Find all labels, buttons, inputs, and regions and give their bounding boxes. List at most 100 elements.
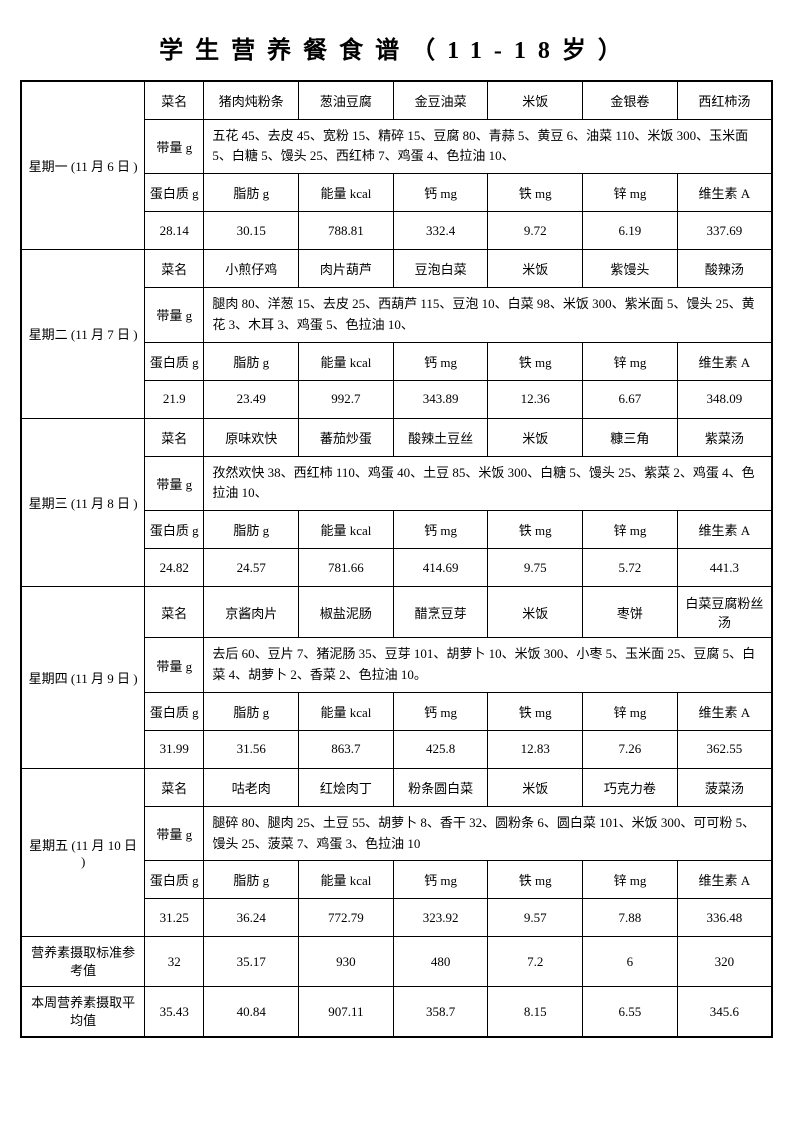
summary-value: 35.43 [145,987,204,1037]
dish-cell: 原味欢快 [204,418,299,456]
dish-cell: 猪肉炖粉条 [204,81,299,119]
ingredients-cell: 去后 60、豆片 7、猪泥肠 35、豆芽 101、胡萝卜 10、米饭 300、小… [204,638,772,693]
dish-cell: 米饭 [488,587,583,638]
nutrient-label: 钙 mg [393,342,488,380]
table-row: 星期五 (11 月 10 日 )菜名咕老肉红烩肉丁粉条圆白菜米饭巧克力卷菠菜汤 [21,768,772,806]
table-row: 星期四 (11 月 9 日 )菜名京酱肉片椒盐泥肠醋烹豆芽米饭枣饼白菜豆腐粉丝汤 [21,587,772,638]
nutrient-label: 能量 kcal [299,511,394,549]
day-label: 星期三 (11 月 8 日 ) [21,418,145,587]
dish-cell: 白菜豆腐粉丝汤 [677,587,772,638]
table-row: 星期一 (11 月 6 日 )菜名猪肉炖粉条葱油豆腐金豆油菜米饭金银卷西红柿汤 [21,81,772,119]
row-label: 蛋白质 g [145,511,204,549]
nutrient-value: 343.89 [393,380,488,418]
nutrient-label: 铁 mg [488,861,583,899]
nutrient-value: 24.57 [204,549,299,587]
dish-cell: 小煎仔鸡 [204,250,299,288]
nutrient-label: 能量 kcal [299,174,394,212]
row-label: 带量 g [145,119,204,174]
dish-cell: 米饭 [488,768,583,806]
dish-cell: 肉片葫芦 [299,250,394,288]
summary-value: 907.11 [299,987,394,1037]
dish-cell: 米饭 [488,81,583,119]
nutrient-value: 348.09 [677,380,772,418]
summary-value: 480 [393,937,488,987]
nutrient-label: 铁 mg [488,511,583,549]
nutrient-label: 锌 mg [583,692,678,730]
nutrient-label: 钙 mg [393,692,488,730]
nutrient-label: 维生素 A [677,511,772,549]
nutrient-label: 脂肪 g [204,174,299,212]
row-label: 带量 g [145,638,204,693]
dish-cell: 米饭 [488,250,583,288]
nutrient-label: 能量 kcal [299,861,394,899]
nutrient-value: 36.24 [204,899,299,937]
dish-cell: 京酱肉片 [204,587,299,638]
dish-cell: 枣饼 [583,587,678,638]
day-label: 星期五 (11 月 10 日 ) [21,768,145,937]
dish-cell: 咕老肉 [204,768,299,806]
summary-value: 358.7 [393,987,488,1037]
nutrient-label: 脂肪 g [204,692,299,730]
summary-value: 320 [677,937,772,987]
nutrient-value: 12.36 [488,380,583,418]
nutrient-label: 能量 kcal [299,342,394,380]
nutrient-value: 23.49 [204,380,299,418]
summary-label: 本周营养素摄取平均值 [21,987,145,1037]
menu-table: 星期一 (11 月 6 日 )菜名猪肉炖粉条葱油豆腐金豆油菜米饭金银卷西红柿汤带… [20,80,773,1038]
nutrient-label: 锌 mg [583,342,678,380]
nutrient-label: 铁 mg [488,342,583,380]
nutrient-value: 332.4 [393,212,488,250]
dish-cell: 醋烹豆芽 [393,587,488,638]
nutrient-label: 锌 mg [583,861,678,899]
nutrient-value: 31.99 [145,730,204,768]
row-label: 菜名 [145,81,204,119]
summary-value: 32 [145,937,204,987]
summary-value: 40.84 [204,987,299,1037]
ingredients-cell: 腿碎 80、腿肉 25、土豆 55、胡萝卜 8、香干 32、圆粉条 6、圆白菜 … [204,806,772,861]
dish-cell: 葱油豆腐 [299,81,394,119]
summary-label: 营养素摄取标准参考值 [21,937,145,987]
nutrient-value: 992.7 [299,380,394,418]
nutrient-label: 维生素 A [677,692,772,730]
dish-cell: 紫馒头 [583,250,678,288]
nutrient-value: 7.88 [583,899,678,937]
summary-value: 8.15 [488,987,583,1037]
dish-cell: 紫菜汤 [677,418,772,456]
row-label: 菜名 [145,587,204,638]
summary-value: 35.17 [204,937,299,987]
dish-cell: 巧克力卷 [583,768,678,806]
nutrient-label: 铁 mg [488,692,583,730]
dish-cell: 粉条圆白菜 [393,768,488,806]
dish-cell: 豆泡白菜 [393,250,488,288]
ingredients-cell: 腿肉 80、洋葱 15、去皮 25、西葫芦 115、豆泡 10、白菜 98、米饭… [204,288,772,343]
nutrient-label: 维生素 A [677,861,772,899]
nutrient-label: 脂肪 g [204,861,299,899]
nutrient-value: 441.3 [677,549,772,587]
dish-cell: 西红柿汤 [677,81,772,119]
nutrient-label: 钙 mg [393,861,488,899]
table-row: 星期三 (11 月 8 日 )菜名原味欢快蕃茄炒蛋酸辣土豆丝米饭糠三角紫菜汤 [21,418,772,456]
nutrient-value: 30.15 [204,212,299,250]
nutrient-value: 337.69 [677,212,772,250]
nutrient-value: 863.7 [299,730,394,768]
dish-cell: 红烩肉丁 [299,768,394,806]
nutrient-label: 钙 mg [393,511,488,549]
nutrient-value: 772.79 [299,899,394,937]
nutrient-value: 28.14 [145,212,204,250]
nutrient-value: 425.8 [393,730,488,768]
row-label: 菜名 [145,768,204,806]
table-row: 本周营养素摄取平均值35.4340.84907.11358.78.156.553… [21,987,772,1037]
row-label: 蛋白质 g [145,174,204,212]
ingredients-cell: 五花 45、去皮 45、宽粉 15、精碎 15、豆腐 80、青蒜 5、黄豆 6、… [204,119,772,174]
nutrient-label: 能量 kcal [299,692,394,730]
row-label: 蛋白质 g [145,342,204,380]
day-label: 星期二 (11 月 7 日 ) [21,250,145,419]
nutrient-label: 锌 mg [583,511,678,549]
nutrient-label: 脂肪 g [204,342,299,380]
nutrient-value: 31.56 [204,730,299,768]
nutrient-value: 9.75 [488,549,583,587]
dish-cell: 蕃茄炒蛋 [299,418,394,456]
nutrient-value: 5.72 [583,549,678,587]
nutrient-label: 铁 mg [488,174,583,212]
summary-value: 7.2 [488,937,583,987]
